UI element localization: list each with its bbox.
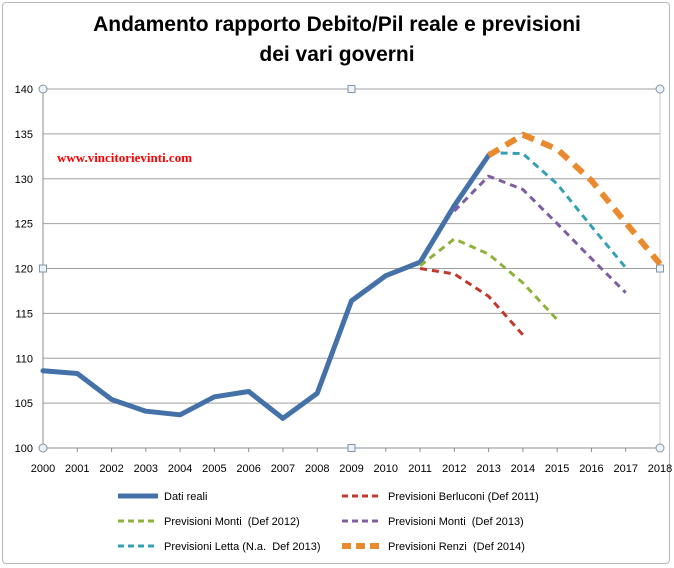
- data-point-dati-reali-2003: [143, 409, 148, 414]
- data-point-previsioni-renzi-def-2014-2016: [589, 178, 594, 183]
- y-tick-label-100: 100: [15, 443, 33, 455]
- x-tick-label-2012: 2012: [442, 463, 466, 475]
- data-point-dati-reali-2005: [212, 394, 217, 399]
- series-line-previsioni-renzi-def-2014: [487, 131, 663, 266]
- axes: [42, 89, 661, 452]
- x-tick-label-2015: 2015: [545, 463, 569, 475]
- x-tick-label-2018: 2018: [648, 463, 672, 475]
- y-tick-label-105: 105: [15, 398, 33, 410]
- legend-label-previsioni-monti-def-2013: Previsioni Monti (Def 2013): [388, 516, 524, 528]
- x-tick-label-2003: 2003: [134, 463, 158, 475]
- x-tick-label-2005: 2005: [202, 463, 226, 475]
- data-point-previsioni-letta-n-a-def-2013-2015: [555, 182, 560, 187]
- y-tick-label-130: 130: [15, 174, 33, 186]
- side-handle-2: [39, 264, 47, 273]
- x-tick-label-2016: 2016: [579, 463, 603, 475]
- y-tick-label-115: 115: [15, 308, 33, 320]
- y-tick-label-125: 125: [15, 219, 33, 231]
- data-point-dati-reali-2004: [178, 412, 183, 417]
- y-tick-label-120: 120: [15, 264, 33, 276]
- plot-area-handles: [38, 84, 665, 453]
- data-point-previsioni-renzi-def-2014-2015: [555, 147, 560, 152]
- chart-title: Andamento rapporto Debito/Pil reale e pr…: [0, 10, 674, 70]
- data-point-previsioni-monti-def-2013-2017: [623, 290, 628, 295]
- x-tick-label-2009: 2009: [339, 463, 363, 475]
- legend-label-previsioni-berluconi-def-2011: Previsioni Berluconi (Def 2011): [388, 491, 539, 503]
- x-tick-label-2001: 2001: [65, 463, 89, 475]
- chart-title-line-2: dei vari governi: [259, 43, 415, 66]
- data-point-previsioni-letta-n-a-def-2013-2016: [589, 224, 594, 229]
- x-tick-label-2010: 2010: [374, 463, 398, 475]
- side-handle-3: [656, 264, 664, 273]
- x-tick-label-2002: 2002: [99, 463, 123, 475]
- data-point-previsioni-letta-n-a-def-2013-2014: [520, 151, 525, 156]
- x-tick-label-2006: 2006: [236, 463, 260, 475]
- data-point-previsioni-berluconi-def-2011-2014: [520, 332, 525, 337]
- data-point-previsioni-renzi-def-2014-2013: [486, 153, 491, 158]
- x-tick-label-2013: 2013: [476, 463, 500, 475]
- side-handle-1: [347, 444, 356, 452]
- corner-handle-3: [655, 443, 665, 453]
- legend-label-previsioni-monti-def-2012: Previsioni Monti (Def 2012): [164, 516, 300, 528]
- y-tick-label-135: 135: [15, 129, 33, 141]
- x-tick-label-2000: 2000: [31, 463, 55, 475]
- data-point-dati-reali-2008: [315, 391, 320, 396]
- data-point-dati-reali-2006: [246, 389, 251, 394]
- chart-title-line-1: Andamento rapporto Debito/Pil reale e pr…: [93, 13, 581, 36]
- side-handle-0: [347, 85, 356, 93]
- corner-handle-0: [38, 84, 48, 94]
- corner-handle-2: [38, 443, 48, 453]
- x-tick-label-2008: 2008: [305, 463, 329, 475]
- data-point-previsioni-monti-def-2012-2012: [452, 236, 457, 241]
- gridlines: [43, 88, 660, 404]
- data-point-dati-reali-2000: [41, 368, 46, 373]
- data-point-previsioni-berluconi-def-2011-2012: [452, 271, 457, 276]
- data-point-previsioni-monti-def-2012-2013: [486, 252, 491, 257]
- data-point-previsioni-monti-def-2013-2012: [452, 209, 457, 214]
- data-point-previsioni-renzi-def-2014-2017: [623, 220, 628, 225]
- series-lines: [40, 131, 663, 421]
- data-point-dati-reali-2009: [349, 298, 354, 303]
- legend-label-previsioni-renzi-def-2014: Previsioni Renzi (Def 2014): [388, 541, 525, 553]
- legend-label-dati-reali: Dati reali: [164, 491, 207, 503]
- legend: Dati reali Previsioni Berluconi (Def 2011…: [118, 491, 539, 553]
- data-point-previsioni-monti-def-2012-2011: [418, 263, 423, 268]
- data-point-previsioni-renzi-def-2014-2018: [658, 262, 663, 267]
- corner-handle-1: [655, 84, 665, 94]
- x-tick-labels: 2000 2001 2002 2003 2004 2005 2006 2007 2008 2009…: [31, 463, 672, 475]
- x-tick-label-2017: 2017: [613, 463, 637, 475]
- data-point-previsioni-monti-def-2012-2015: [555, 317, 560, 322]
- legend-label-previsioni-letta-n-a-def-2013: Previsioni Letta (N.a. Def 2013): [164, 541, 321, 553]
- data-point-previsioni-berluconi-def-2011-2013: [486, 294, 491, 299]
- series-line-previsioni-monti-def-2013: [453, 174, 627, 294]
- x-tick-label-2007: 2007: [271, 463, 295, 475]
- series-line-previsioni-letta-n-a-def-2013: [488, 151, 627, 269]
- data-point-dati-reali-2001: [75, 371, 80, 376]
- series-line-previsioni-monti-def-2012: [419, 237, 559, 321]
- data-point-previsioni-monti-def-2013-2014: [520, 187, 525, 192]
- data-point-dati-reali-2002: [109, 397, 114, 402]
- y-tick-label-140: 140: [15, 84, 33, 96]
- series-line-previsioni-berluconi-def-2011: [419, 267, 525, 336]
- data-point-dati-reali-2010: [383, 273, 388, 278]
- series-line-dati-reali: [40, 152, 492, 421]
- x-tick-label-2011: 2011: [408, 463, 432, 475]
- data-point-previsioni-renzi-def-2014-2014: [520, 132, 525, 137]
- watermark-text: www.vincitorievinti.com: [57, 150, 192, 165]
- data-point-previsioni-letta-n-a-def-2013-2017: [623, 265, 628, 270]
- x-tick-label-2004: 2004: [168, 463, 192, 475]
- data-point-previsioni-monti-def-2013-2015: [555, 221, 560, 226]
- y-tick-labels: 100 105 110 115 120 125 130 135 140: [15, 84, 33, 455]
- data-point-dati-reali-2007: [280, 416, 285, 421]
- data-point-previsioni-monti-def-2013-2013: [486, 174, 491, 179]
- x-tick-label-2014: 2014: [511, 463, 535, 475]
- data-point-previsioni-monti-def-2012-2014: [520, 280, 525, 285]
- data-point-previsioni-monti-def-2013-2016: [589, 256, 594, 261]
- y-tick-label-110: 110: [15, 353, 33, 365]
